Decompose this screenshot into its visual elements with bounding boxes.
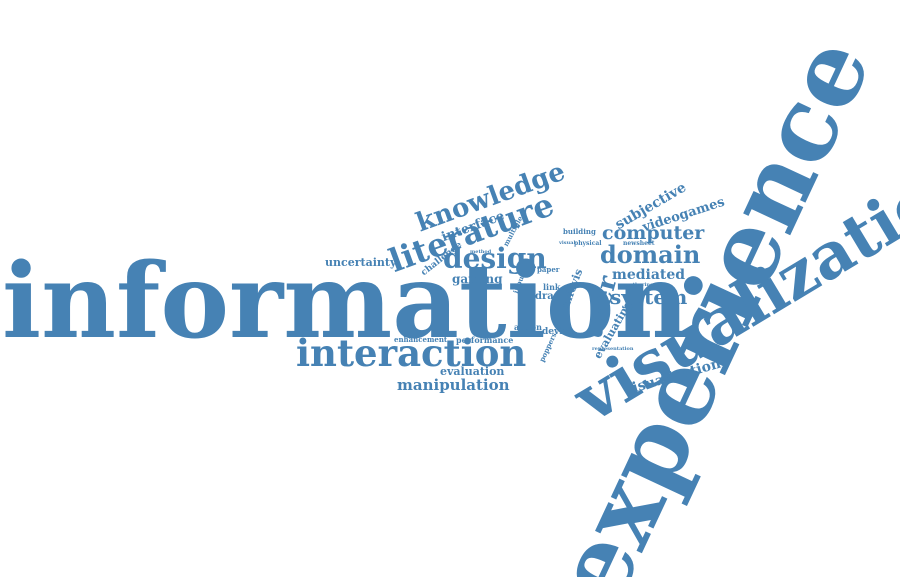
word-gathering: gathering: [626, 282, 654, 288]
word-uncertainty: uncertainty: [325, 256, 397, 269]
word-mediated: mediated: [612, 267, 686, 283]
word-building: building: [563, 227, 596, 236]
word-action: action: [514, 322, 542, 332]
word-performance: performance: [456, 335, 514, 345]
word-evaluation: evaluation: [440, 365, 505, 378]
word-enhancement: enhancement: [394, 335, 448, 344]
word-method: method: [470, 249, 492, 255]
word-computer: computer: [602, 222, 705, 244]
word-visual: visual: [559, 240, 576, 246]
word-link: link: [543, 282, 561, 292]
word-physical: physical: [574, 240, 602, 247]
word-drag: drag: [535, 291, 561, 302]
word-gaming: gaming: [452, 272, 503, 286]
word-manipulation: manipulation: [397, 376, 510, 394]
word-device: device: [542, 327, 574, 337]
word-representation: representation: [592, 346, 634, 352]
word-domain: domain: [600, 240, 701, 269]
word-newsheet: newsheet: [623, 240, 655, 247]
word-design: design: [443, 242, 547, 275]
word-interaction: interaction: [296, 331, 527, 375]
word-system: system: [610, 285, 688, 309]
word-paper: paper: [537, 265, 560, 274]
word-information: information: [2, 241, 690, 362]
